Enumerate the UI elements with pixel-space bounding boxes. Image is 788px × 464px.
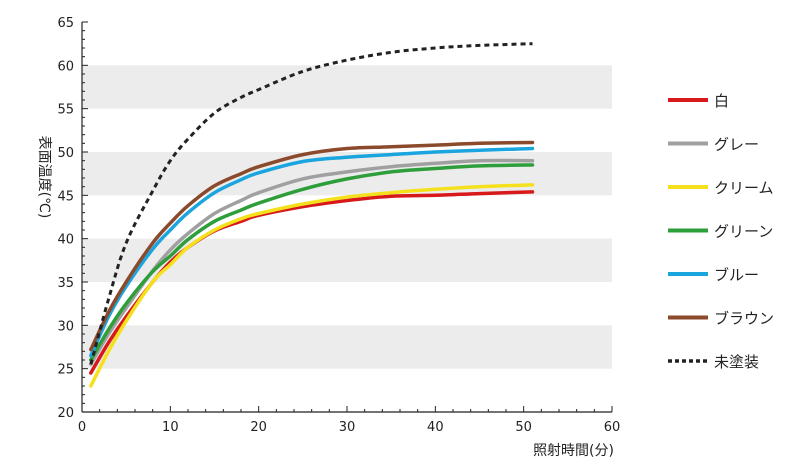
x-tick-label: 10	[162, 420, 179, 435]
x-tick-label: 40	[427, 420, 444, 435]
legend-label: ブラウン	[714, 310, 774, 328]
series-line-5	[89, 146, 535, 358]
grid-bands	[82, 65, 612, 369]
y-tick-label: 30	[57, 319, 74, 334]
x-tick-label: 30	[339, 420, 356, 435]
series-line-6	[89, 140, 535, 352]
series-lines	[89, 42, 535, 388]
y-tick-label: 40	[57, 233, 74, 248]
x-axis-title: 照射時間(分)	[533, 443, 614, 459]
y-tick-label: 55	[57, 103, 74, 118]
x-tick-label: 20	[250, 420, 267, 435]
x-tick-label: 0	[78, 420, 86, 435]
y-tick-label: 65	[57, 16, 74, 31]
axes	[81, 21, 613, 413]
y-tick-label: 25	[57, 363, 74, 378]
series-line-4	[89, 163, 535, 362]
x-tick-label: 50	[515, 420, 532, 435]
x-tick-label: 60	[604, 420, 621, 435]
y-axis-title: 表面温度(℃)	[36, 136, 52, 219]
grid-band	[82, 325, 612, 369]
grid-band	[82, 65, 612, 109]
legend-label: グリーン	[714, 223, 773, 241]
y-tick-label: 20	[57, 406, 74, 421]
legend-label: 未塗装	[714, 353, 759, 371]
legend-label: 白	[714, 92, 729, 110]
legend-label: ブルー	[714, 266, 759, 284]
y-tick-label: 60	[57, 59, 74, 74]
y-tick-label: 35	[57, 276, 74, 291]
legend-label: クリーム	[714, 179, 774, 197]
y-tick-label: 50	[57, 146, 74, 161]
series-line-2	[89, 158, 535, 367]
y-tick-label: 45	[57, 189, 74, 204]
legend-label: グレー	[714, 136, 759, 154]
series-line-7	[89, 42, 533, 365]
series-line-3	[89, 183, 535, 388]
tick-labels: 20 25 30 35 40 45 50 55 60 65 0 10 20 30 40 50 60	[57, 16, 620, 435]
